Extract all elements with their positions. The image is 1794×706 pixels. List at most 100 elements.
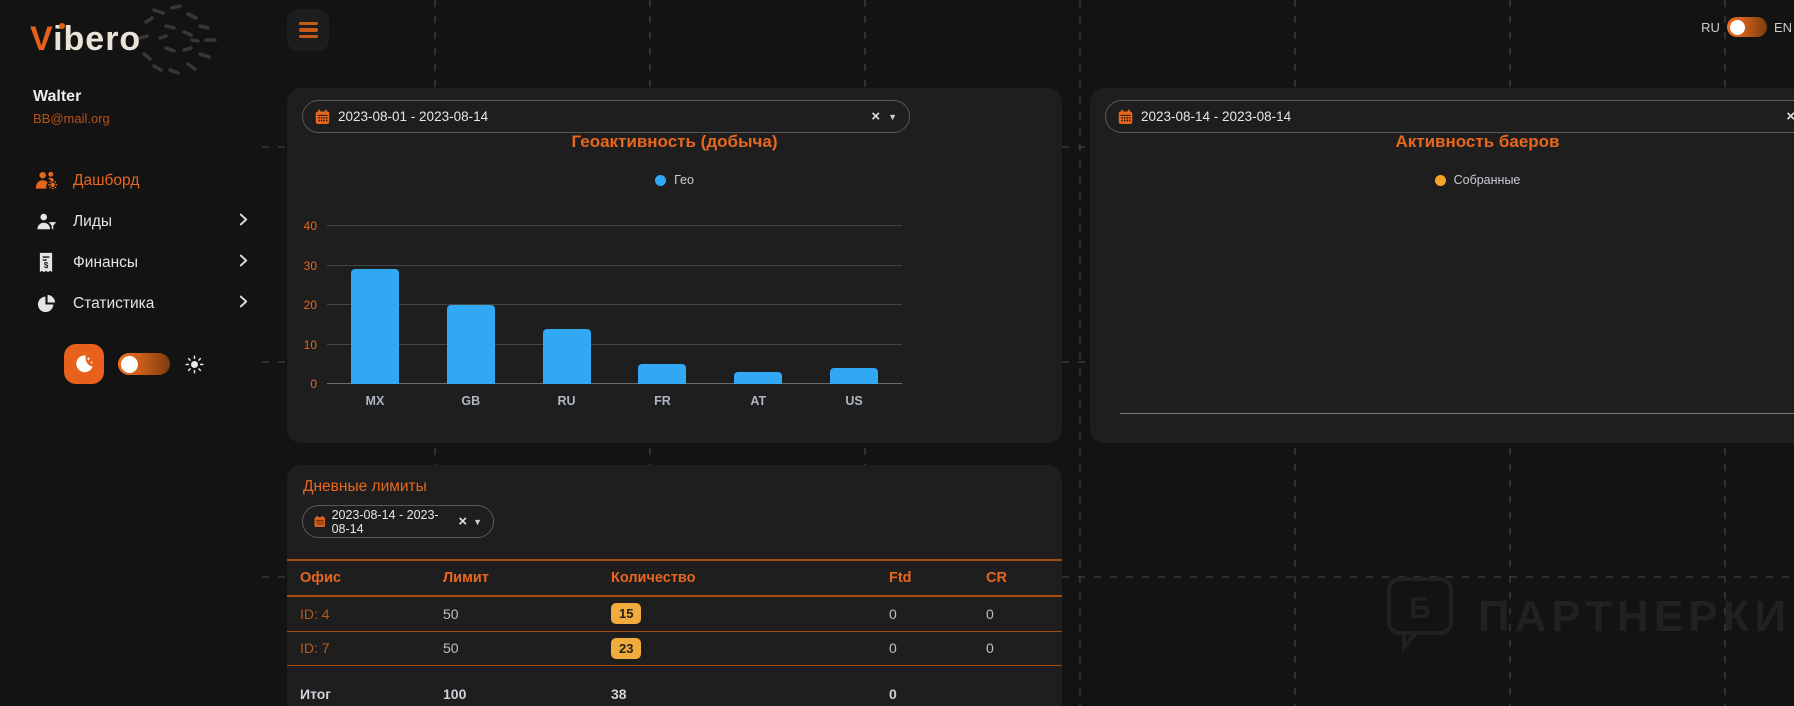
table-row: ID: 7 50 23 0 0 [287,632,1062,666]
date-range-value: 2023-08-01 - 2023-08-14 [338,109,489,124]
clear-icon[interactable]: × [458,513,468,530]
table-cell: 100 [443,686,467,702]
svg-text:Б: Б [1409,592,1431,625]
y-axis-tick: 10 [303,337,317,352]
y-axis-tick: 40 [303,219,317,233]
geo-date-range-picker[interactable]: 2023-08-01 - 2023-08-14 × ▼ [302,100,910,133]
buyers-chart-title: Активность баеров [1395,132,1560,151]
gridline-y10 [327,343,902,345]
sidebar-item-finance[interactable]: $ Финансы [33,242,248,283]
x-axis-label-FR: FR [654,394,671,408]
lang-label-en: EN [1773,19,1792,35]
bar-FR[interactable] [638,364,687,384]
legend-dot [1434,174,1446,186]
bar-US[interactable] [830,368,879,384]
watermark-text: ПАРТНЕРКИН [1478,592,1794,641]
table-cell: ID: 4 [300,605,330,622]
app-logo: Vibero [30,4,220,78]
bars-container [327,226,902,384]
gridline-y40 [327,225,902,226]
table-cell: 0 [889,640,897,657]
bar-RU[interactable] [542,328,591,384]
moon-icon [76,355,94,373]
hamburger-icon [298,22,318,26]
bar-AT[interactable] [734,372,783,384]
limits-title: Дневные лимиты [303,478,427,495]
geo-chart-title: Геоактивность (добыча) [571,132,778,151]
daily-limits-card: Дневные лимиты 2023-08-14 - 2023-08-14 ×… [287,465,1062,706]
buyers-chart-legend: Собранные [1090,173,1794,187]
sun-icon[interactable] [184,354,205,375]
x-axis-label-GB: GB [461,394,481,408]
gridline-y30 [327,264,902,266]
caret-down-icon[interactable]: ▼ [888,111,897,122]
y-axis-tick: 0 [310,377,317,391]
hamburger-menu-button[interactable] [287,9,329,51]
calendar-icon [314,515,325,527]
table-cell: Офис [300,570,341,586]
table-header-row: Офис Лимит Количество Ftd CR [287,559,1062,597]
count-badge: 23 [611,637,642,659]
logo-letter-v: V [30,20,54,58]
buyers-date-range-picker[interactable]: 2023-08-14 - 2023-08-14 × ▼ [1105,100,1794,133]
sidebar-menu: Дашборд Лиды $ Финансы Статистика [33,160,248,324]
sidebar-item-label: Статистика [73,294,155,312]
language-switcher: RU EN [1701,17,1792,37]
user-name: Walter [33,88,82,105]
dashboard-icon [33,170,59,191]
legend-label: Гео [674,173,694,187]
buyers-activity-card: 2023-08-14 - 2023-08-14 × ▼ Активность б… [1090,88,1794,443]
logo-rest: ibero [53,20,142,58]
limits-date-range-picker[interactable]: 2023-08-14 - 2023-08-14 × ▼ [302,505,494,538]
geo-activity-card: 2023-08-01 - 2023-08-14 × ▼ Геоактивност… [287,88,1062,443]
sidebar-item-stats[interactable]: Статистика [33,283,248,324]
user-email: BB@mail.org [33,111,110,126]
logo-swirl-decoration [138,4,217,75]
sidebar-item-label: Дашборд [73,171,140,189]
logo-i-dot [59,23,65,29]
table-cell: ID: 7 [300,640,330,657]
x-axis-label-US: US [845,394,863,408]
table-cell: CR [986,570,1007,586]
table-cell: 23 [598,637,876,659]
table-footer-row: Итог 100 38 0 [287,666,1062,706]
table-row: ID: 4 50 15 0 0 [287,597,1062,632]
table-cell: Количество [611,570,696,586]
table-cell: Итог [300,686,332,702]
theme-toggle[interactable] [118,353,170,375]
calendar-icon [315,109,330,124]
clear-icon[interactable]: × [871,108,881,125]
legend-dot [655,174,667,186]
watermark: Б ПАРТНЕРКИН [1386,576,1794,654]
sidebar-item-label: Лиды [73,212,113,230]
table-cell: Лимит [443,570,489,586]
buyers-chart-baseline [1120,413,1794,414]
language-toggle[interactable] [1726,17,1767,37]
bar-GB[interactable] [446,305,495,384]
bar-MX[interactable] [350,269,399,384]
watermark-bubble-icon: Б [1387,577,1453,653]
date-range-value: 2023-08-14 - 2023-08-14 [331,507,439,536]
dark-mode-button[interactable] [64,344,104,384]
x-axis-label-MX: MX [365,394,385,408]
theme-switcher [64,344,205,384]
sidebar-item-dashboard[interactable]: Дашборд [33,160,248,201]
sidebar-item-leads[interactable]: Лиды [33,201,248,242]
caret-down-icon[interactable]: ▼ [473,516,482,527]
table-cell: 15 [598,603,876,625]
sidebar: Vibero Walter BB@mail.org Дашборд Лиды $ Фи… [0,0,260,706]
clear-icon[interactable]: × [1786,108,1794,125]
table-cell: 0 [889,686,897,702]
gridline-y20 [327,304,902,305]
toggle-knob [1729,19,1745,35]
table-cell: 50 [443,605,459,622]
limits-table: Офис Лимит Количество Ftd CR ID: 4 50 15 0 0 ID: 7… [287,559,1062,706]
chevron-right-icon [239,213,248,231]
lang-label-ru: RU [1701,19,1720,35]
gridline-y0 [327,383,902,384]
x-axis-label-AT: AT [750,394,767,408]
table-cell: Ftd [889,570,912,586]
table-cell: 0 [986,640,994,657]
table-cell: 50 [443,640,459,657]
count-badge: 15 [611,603,642,625]
